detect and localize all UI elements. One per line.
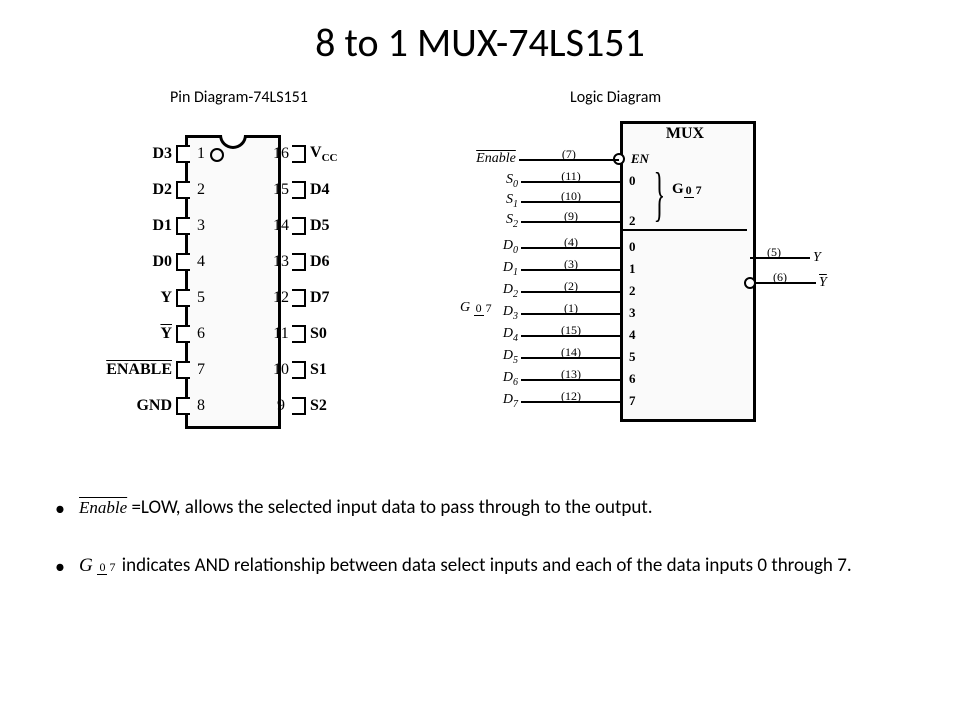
logic-input-row: D2(2)2 — [440, 281, 660, 301]
pin-row: GND89S2 — [90, 394, 370, 418]
logic-input-row: Enable(7)EN — [440, 149, 660, 169]
mux-title: MUX — [630, 125, 740, 143]
subtitle-pin: Pin Diagram-74LS151 — [170, 88, 308, 107]
pin-row: D3116VCC — [90, 142, 370, 166]
pin-row: Y611S0 — [90, 322, 370, 346]
g-label: G07 — [672, 181, 704, 198]
logic-input-row: D1(3)1 — [440, 259, 660, 279]
pin-row: D0413D6 — [90, 250, 370, 274]
logic-input-row: S2(9)2 — [440, 211, 660, 231]
pin-row: D1314D5 — [90, 214, 370, 238]
logic-diagram: MUX Enable(7)ENS0(11)0S1(10)S2(9)2 D0(4)0… — [440, 115, 870, 435]
bullet-1: • Enable =LOW, allows the selected input… — [55, 495, 905, 523]
bullet-2: • G 07 indicates AND relationship betwee… — [55, 553, 905, 581]
logic-output-row: (6)Y — [750, 275, 827, 291]
logic-input-row: D5(14)5 — [440, 347, 660, 367]
logic-input-row: S0(11)0 — [440, 171, 660, 191]
bullet-list: • Enable =LOW, allows the selected input… — [55, 495, 905, 611]
pin-row: D2215D4 — [90, 178, 370, 202]
logic-output-row: (5)Y — [750, 250, 821, 266]
pin-diagram: D3116VCC D2215D4 D1314D5 D0413D6 Y512D7 Y611S… — [90, 130, 370, 430]
pin-row: Y512D7 — [90, 286, 370, 310]
bullet1-text: =LOW, allows the selected input data to … — [127, 496, 652, 519]
page-title: 8 to 1 MUX-74LS151 — [0, 0, 960, 75]
logic-input-row: D6(13)6 — [440, 369, 660, 389]
logic-input-row: D4(15)4 — [440, 325, 660, 345]
logic-input-row: D7(12)7 — [440, 391, 660, 411]
logic-input-row: S1(10) — [440, 191, 660, 211]
select-divider — [623, 229, 747, 231]
bullet2-text: indicates AND relationship between data … — [122, 554, 852, 577]
pin-row: ENABLE710S1 — [90, 358, 370, 382]
g-fraction: G 07 — [79, 555, 117, 576]
logic-input-row: D0(4)0 — [440, 237, 660, 257]
subtitle-logic: Logic Diagram — [570, 88, 661, 107]
g-outer-label: G 07 — [460, 300, 494, 316]
brace-icon: } — [654, 160, 666, 229]
enable-overline: Enable — [79, 498, 127, 517]
